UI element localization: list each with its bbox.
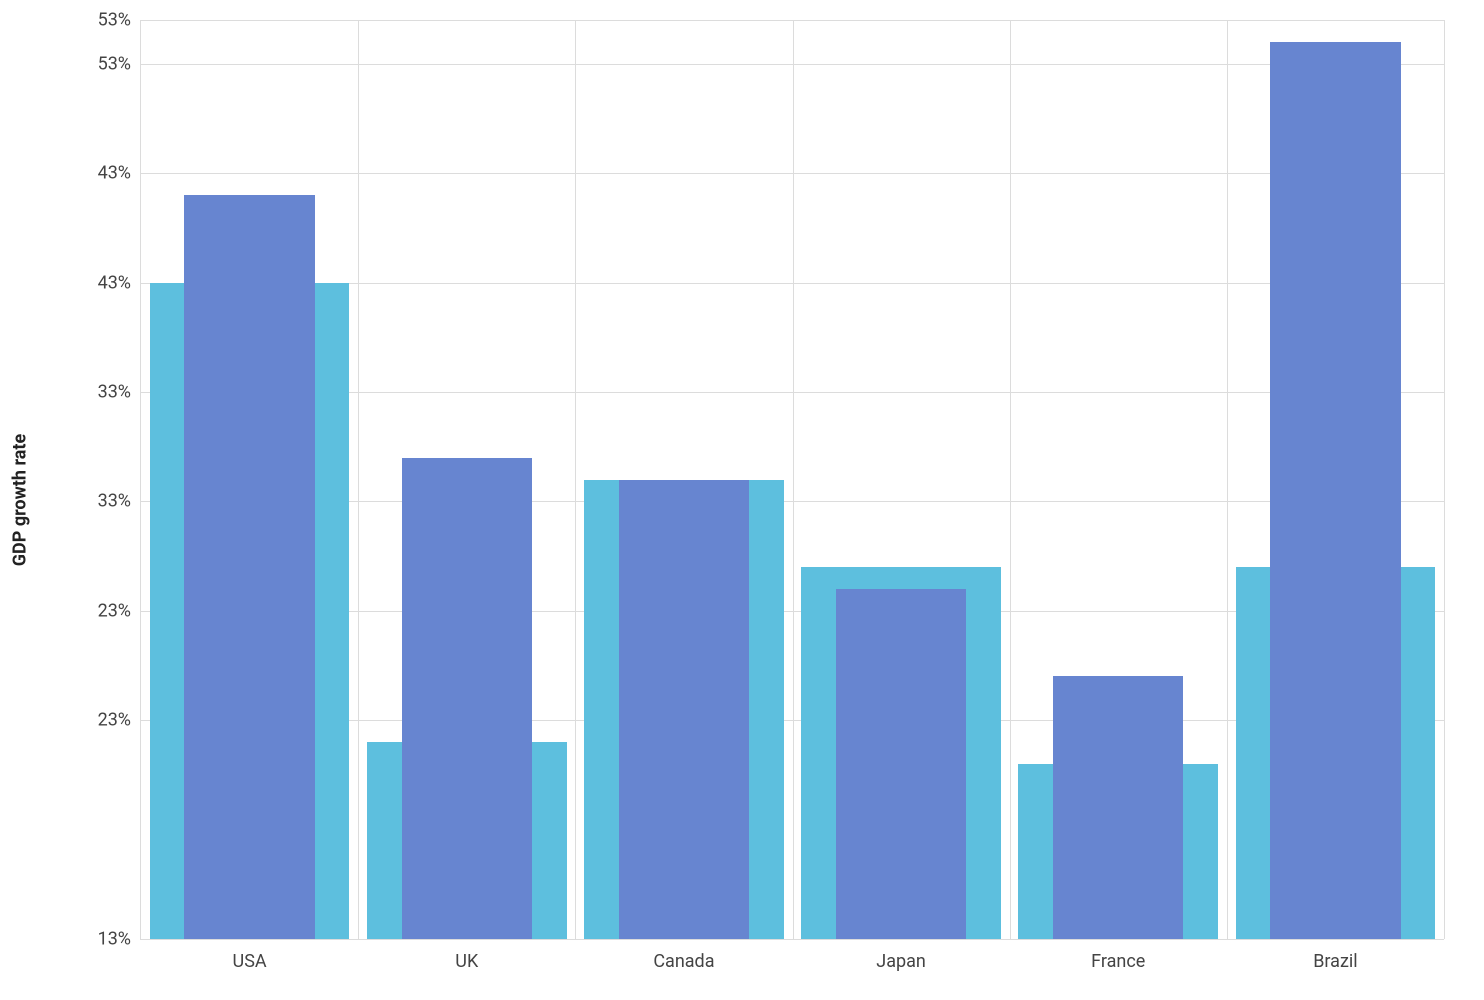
bar-front: [184, 195, 314, 939]
bar-front: [402, 458, 532, 939]
gridline-v: [358, 20, 359, 939]
x-tick-label: Canada: [653, 939, 714, 972]
gridline-v: [575, 20, 576, 939]
y-tick-label: 13%: [98, 929, 141, 950]
plot-area: 13%23%23%33%33%43%43%53%53%USAUKCanadaJa…: [140, 20, 1444, 940]
x-tick-label: USA: [233, 939, 267, 972]
y-tick-label: 43%: [98, 272, 141, 293]
y-tick-label: 33%: [98, 491, 141, 512]
y-tick-label: 23%: [98, 600, 141, 621]
x-tick-label: UK: [455, 939, 478, 972]
gridline-v: [1227, 20, 1228, 939]
y-tick-label: 43%: [98, 163, 141, 184]
gdp-bar-chart: GDP growth rate 13%23%23%33%33%43%43%53%…: [0, 0, 1484, 1000]
bar-front: [1053, 676, 1183, 939]
y-tick-label: 23%: [98, 710, 141, 731]
y-axis-label: GDP growth rate: [9, 434, 30, 566]
y-tick-label: 53%: [98, 53, 141, 74]
y-tick-label: 53%: [98, 10, 141, 31]
gridline-v: [1444, 20, 1445, 939]
gridline-v: [1010, 20, 1011, 939]
bar-front: [836, 589, 966, 939]
x-tick-label: Brazil: [1313, 939, 1357, 972]
bar-front: [619, 480, 749, 940]
x-tick-label: Japan: [876, 939, 926, 972]
y-tick-label: 33%: [98, 381, 141, 402]
bar-front: [1270, 42, 1400, 939]
x-tick-label: France: [1091, 939, 1145, 972]
gridline-v: [793, 20, 794, 939]
